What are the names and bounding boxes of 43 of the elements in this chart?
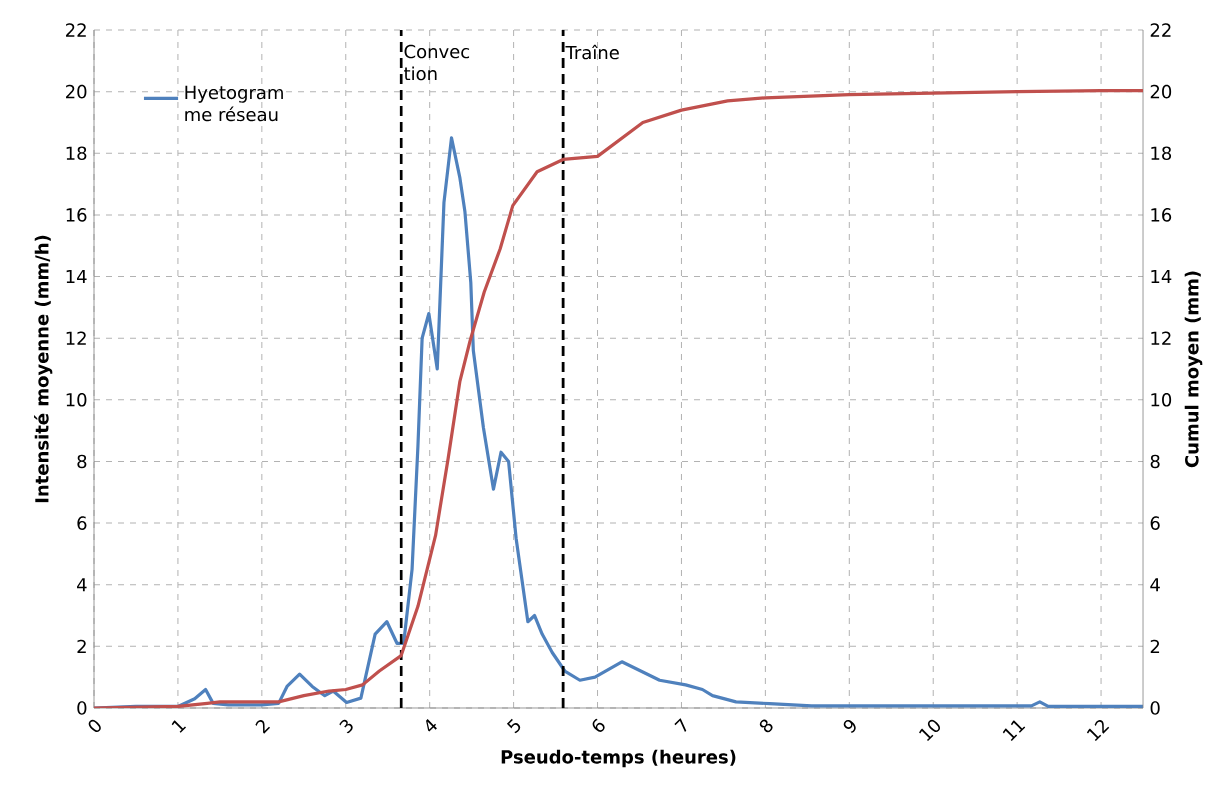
ref-line-label: Convec tion (404, 44, 470, 81)
y-axis-title: Intensité moyenne (mm/h) (34, 235, 53, 503)
y2-tick-label: 8 (1150, 454, 1160, 469)
y-tick-label: 20 (66, 84, 87, 99)
y2-tick-label: 4 (1150, 578, 1160, 592)
y-tick-label: 16 (66, 208, 87, 222)
y-tick-label: 8 (77, 454, 87, 469)
x-tick-label: 8 (759, 719, 773, 733)
y2-axis-title: Cumul moyen (mm) (1184, 271, 1203, 468)
x-tick-label: 12 (1086, 719, 1110, 742)
y-tick-label: 6 (77, 516, 87, 530)
x-tick-label: 10 (919, 719, 941, 742)
y2-tick-label: 10 (1151, 393, 1172, 407)
x-tick-label: 1 (171, 720, 187, 733)
y2-tick-label: 20 (1150, 84, 1172, 99)
x-tick-label: 0 (88, 719, 101, 732)
y-tick-label: 10 (66, 393, 87, 407)
y-tick-label: 4 (77, 578, 87, 592)
x-tick-label: 9 (843, 719, 856, 733)
x-tick-label: 4 (426, 719, 437, 732)
y2-tick-label: 14 (1151, 269, 1172, 284)
y-tick-label: 2 (77, 639, 86, 654)
y-tick-label: 18 (66, 146, 87, 161)
y2-tick-label: 12 (1151, 331, 1171, 345)
x-tick-label: 11 (1002, 720, 1026, 741)
y-tick-label: 14 (66, 269, 87, 284)
y-tick-label: 22 (66, 23, 86, 37)
y2-tick-label: 16 (1151, 208, 1172, 222)
y-tick-label: 0 (77, 701, 87, 715)
x-axis-title: Pseudo-temps (heures) (501, 749, 736, 768)
y2-tick-label: 6 (1150, 516, 1160, 530)
x-tick-label: 6 (592, 718, 605, 732)
ref-line-label: Traîne (565, 44, 619, 60)
y2-tick-label: 18 (1151, 146, 1172, 161)
x-tick-label: 5 (506, 718, 521, 734)
x-tick-label: 2 (255, 719, 271, 734)
y2-tick-label: 0 (1150, 701, 1160, 715)
y2-tick-label: 22 (1150, 23, 1171, 37)
x-tick-label: 3 (339, 719, 353, 734)
x-tick-label: 7 (674, 718, 687, 733)
y-tick-label: 12 (66, 331, 86, 345)
y2-tick-label: 2 (1150, 639, 1160, 654)
legend-label: Hyetogram me réseau (185, 85, 283, 122)
